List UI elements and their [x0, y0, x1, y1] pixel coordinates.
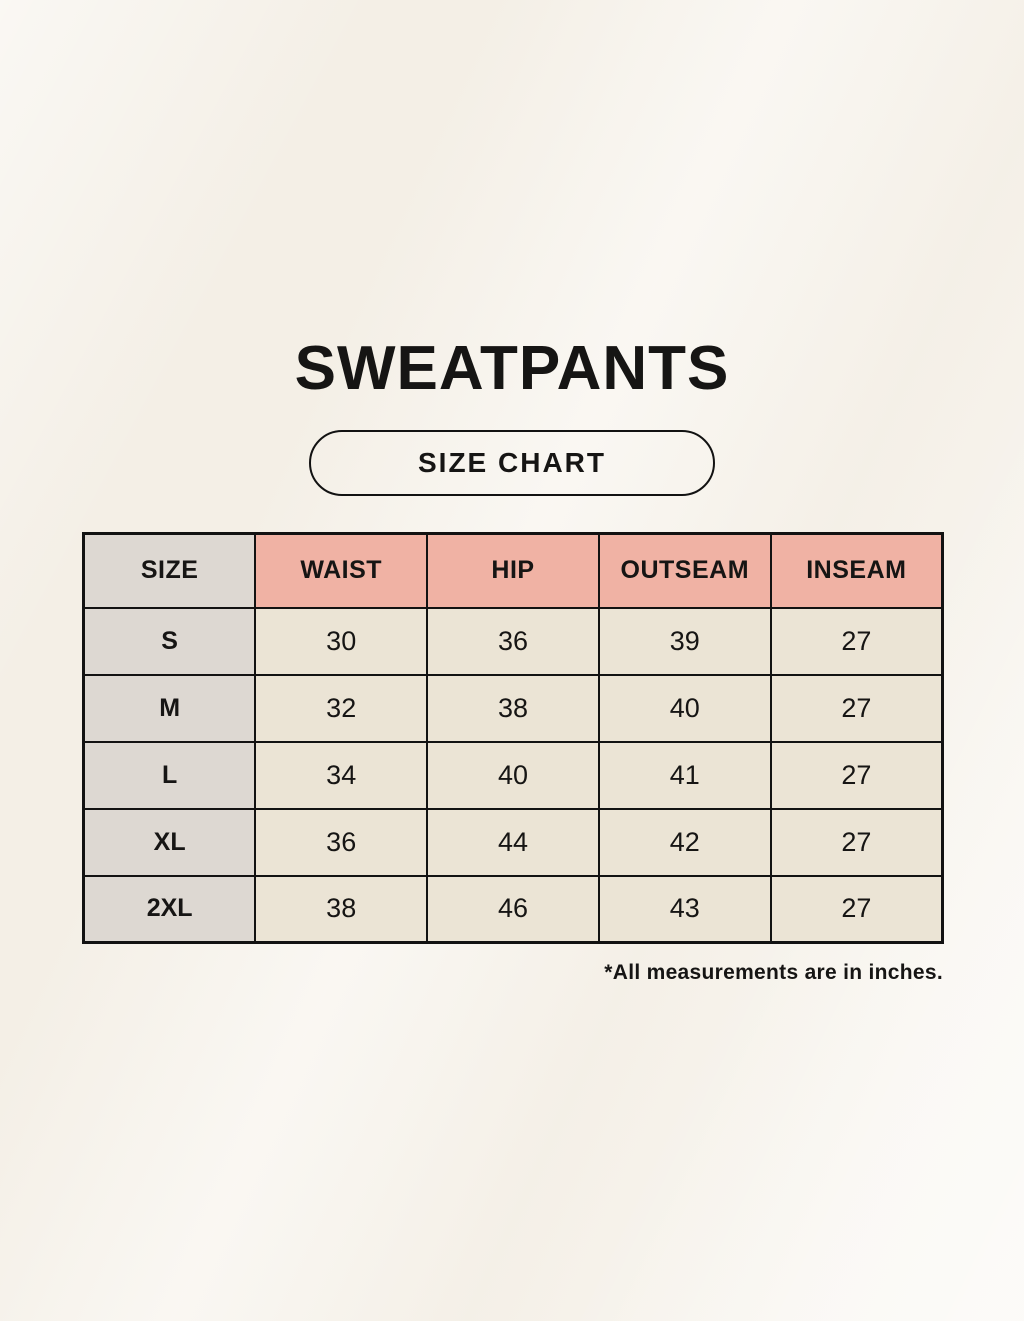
cell-inseam: 27 — [769, 606, 944, 676]
row-label-size: L — [82, 740, 257, 810]
row-label-size: 2XL — [82, 874, 257, 944]
cell-inseam: 27 — [769, 740, 944, 810]
size-chart-table: SIZE WAIST HIP OUTSEAM INSEAM S 30 36 39… — [82, 532, 944, 944]
cell-outseam: 42 — [597, 807, 772, 877]
header-waist: WAIST — [254, 532, 429, 609]
cell-waist: 30 — [254, 606, 429, 676]
header-outseam: OUTSEAM — [597, 532, 772, 609]
row-label-size: S — [82, 606, 257, 676]
cell-hip: 40 — [426, 740, 600, 810]
table-row-m: M 32 38 40 27 — [82, 673, 944, 743]
size-chart-badge-label: SIZE CHART — [418, 447, 606, 478]
cell-inseam: 27 — [769, 673, 944, 743]
table-row-s: S 30 36 39 27 — [82, 606, 944, 676]
cell-waist: 32 — [254, 673, 429, 743]
cell-waist: 38 — [254, 874, 429, 944]
measurements-footnote: *All measurements are in inches. — [604, 961, 943, 984]
table-header-row: SIZE WAIST HIP OUTSEAM INSEAM — [82, 532, 944, 609]
table-row-l: L 34 40 41 27 — [82, 740, 944, 810]
table-row-2xl: 2XL 38 46 43 27 — [82, 874, 944, 944]
cell-inseam: 27 — [769, 807, 944, 877]
header-hip: HIP — [426, 532, 600, 609]
cell-outseam: 41 — [597, 740, 772, 810]
row-label-size: M — [82, 673, 257, 743]
cell-hip: 46 — [426, 874, 600, 944]
table-row-xl: XL 36 44 42 27 — [82, 807, 944, 877]
cell-inseam: 27 — [769, 874, 944, 944]
row-label-size: XL — [82, 807, 257, 877]
cell-outseam: 39 — [597, 606, 772, 676]
page-title: SWEATPANTS — [294, 334, 730, 403]
cell-waist: 36 — [254, 807, 429, 877]
cell-outseam: 40 — [597, 673, 772, 743]
cell-waist: 34 — [254, 740, 429, 810]
cell-hip: 36 — [426, 606, 600, 676]
cell-hip: 44 — [426, 807, 600, 877]
size-chart-badge: SIZE CHART — [309, 430, 715, 496]
header-size: SIZE — [82, 532, 257, 609]
header-inseam: INSEAM — [769, 532, 944, 609]
cell-hip: 38 — [426, 673, 600, 743]
cell-outseam: 43 — [597, 874, 772, 944]
